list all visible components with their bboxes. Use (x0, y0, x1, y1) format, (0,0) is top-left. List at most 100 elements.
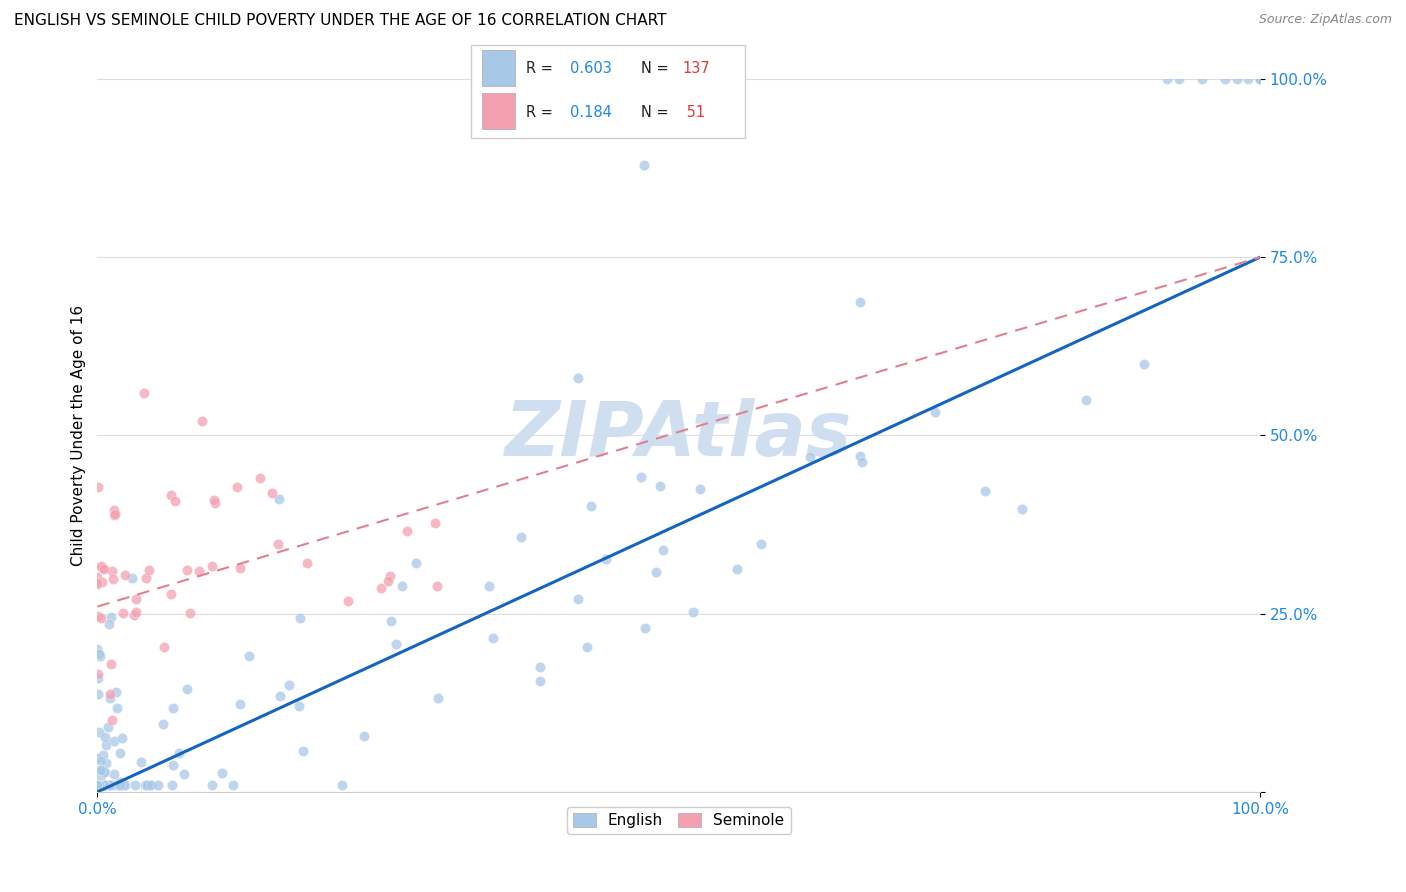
Point (86, 577, 108, 591)
Point (97, 778, 120, 792)
Point (146, 778, 169, 792)
Point (1074, 392, 1097, 407)
Point (202, 492, 225, 507)
Point (278, 678, 301, 692)
Point (121, 570, 143, 584)
Point (86, 750, 108, 764)
Point (749, 537, 772, 551)
Text: R =: R = (526, 104, 557, 120)
Point (90, 754, 112, 768)
Point (1249, 72, 1271, 87)
Point (1132, 357, 1154, 371)
Point (135, 778, 157, 792)
Point (108, 778, 131, 792)
Point (107, 778, 129, 792)
Point (370, 582, 392, 596)
Point (138, 778, 160, 792)
Point (567, 592, 589, 607)
Point (651, 542, 673, 557)
Point (191, 414, 214, 428)
Point (266, 537, 288, 551)
Point (630, 470, 652, 484)
Point (225, 480, 247, 494)
Point (165, 494, 187, 508)
Point (89, 778, 111, 792)
Point (176, 563, 198, 577)
Point (125, 605, 148, 619)
FancyBboxPatch shape (471, 45, 745, 138)
Point (249, 471, 271, 485)
Point (353, 729, 375, 743)
Point (93, 778, 115, 792)
Point (93, 765, 115, 780)
Text: 137: 137 (682, 62, 710, 77)
Point (86, 778, 108, 792)
Point (228, 698, 250, 712)
Point (87, 778, 110, 792)
Point (108, 778, 131, 792)
Bar (482, 94, 515, 129)
Point (100, 565, 122, 579)
Text: ENGLISH VS SEMINOLE CHILD POVERTY UNDER THE AGE OF 16 CORRELATION CHART: ENGLISH VS SEMINOLE CHILD POVERTY UNDER … (14, 13, 666, 29)
Point (267, 492, 290, 507)
Text: 0.184: 0.184 (569, 104, 612, 120)
Point (86, 778, 108, 792)
Point (89, 649, 111, 664)
Point (87, 778, 110, 792)
Point (108, 775, 131, 789)
Point (529, 660, 551, 674)
Point (94, 765, 117, 780)
Point (91, 748, 114, 763)
Bar (482, 50, 515, 86)
Point (86, 480, 108, 494)
Point (510, 530, 533, 544)
Point (93, 778, 115, 792)
Point (204, 496, 226, 510)
Point (111, 731, 134, 746)
Point (104, 685, 127, 699)
Point (89, 771, 111, 785)
Y-axis label: Child Poverty Under the Age of 16: Child Poverty Under the Age of 16 (72, 305, 86, 566)
Point (86, 778, 108, 792)
Point (238, 649, 260, 664)
Point (633, 157, 655, 171)
Point (211, 766, 233, 780)
Point (86, 778, 108, 792)
Point (581, 499, 603, 513)
Point (94, 738, 117, 752)
Text: R =: R = (526, 62, 557, 77)
Point (152, 640, 174, 654)
Point (93, 562, 115, 576)
Point (86, 778, 108, 792)
Point (396, 524, 419, 538)
Point (575, 640, 598, 655)
Point (689, 482, 711, 496)
Point (682, 605, 704, 619)
Point (129, 755, 152, 769)
Point (135, 778, 157, 792)
Text: 0.603: 0.603 (569, 62, 612, 77)
Point (86, 778, 108, 792)
Point (405, 556, 427, 570)
Point (849, 295, 872, 310)
Point (650, 479, 672, 493)
Point (260, 485, 283, 500)
Point (98, 778, 121, 792)
Point (141, 778, 163, 792)
Point (89, 778, 111, 792)
Point (1237, 72, 1260, 87)
Point (974, 483, 997, 498)
Point (124, 778, 146, 792)
Point (111, 778, 134, 792)
Point (291, 744, 314, 758)
Point (423, 516, 446, 531)
Point (90, 611, 112, 625)
Point (152, 716, 174, 731)
Point (1167, 72, 1189, 87)
Point (108, 746, 131, 760)
Point (595, 552, 617, 566)
Point (269, 690, 291, 704)
Point (91, 575, 114, 590)
Point (125, 592, 148, 607)
Text: 51: 51 (682, 104, 706, 120)
